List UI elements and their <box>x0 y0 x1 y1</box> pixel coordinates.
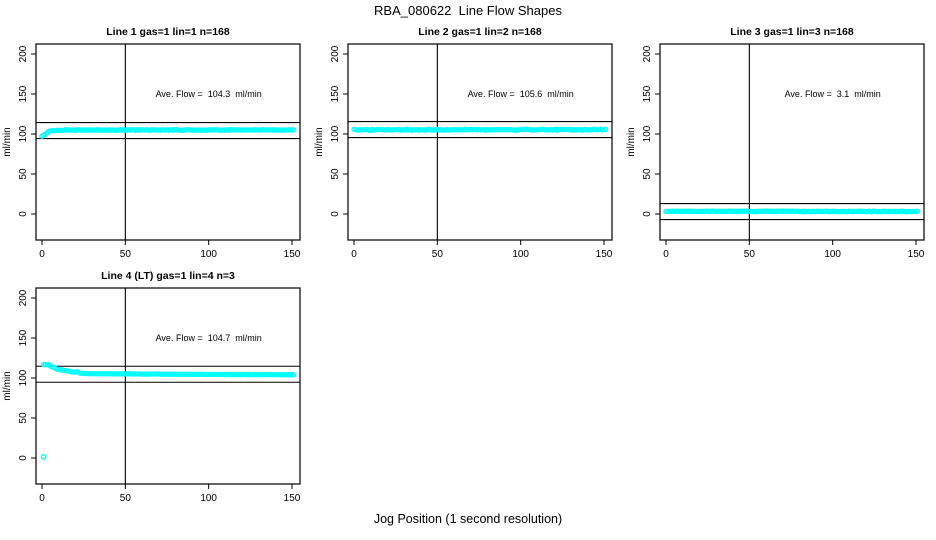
outlier-point <box>40 453 47 460</box>
x-tick-label: 150 <box>284 493 301 504</box>
panel-line-2: Line 2 gas=1 lin=2 n=168 0 50 100 150 0 50 100 1… <box>314 26 613 260</box>
x-tick-label: 0 <box>39 493 45 504</box>
y-tick-label: 150 <box>642 85 653 102</box>
y-tick-label: 100 <box>642 125 653 142</box>
panel-line-1: Line 1 gas=1 lin=1 n=168 0 50 100 150 0 50 100 1… <box>2 26 301 260</box>
data-points <box>40 361 297 460</box>
y-tick-label: 50 <box>642 168 653 180</box>
plot-box <box>659 43 925 241</box>
x-tick-label: 0 <box>39 249 45 260</box>
ave-flow-annotation: Ave. Flow = 105.6 ml/min <box>468 89 574 99</box>
y-axis-label: ml/min <box>626 127 637 156</box>
data-point <box>603 126 609 133</box>
panel-title: Line 2 gas=1 lin=2 n=168 <box>418 26 542 38</box>
y-tick-label: 50 <box>330 168 341 180</box>
y-tick-label: 0 <box>18 455 29 461</box>
y-axis-label: ml/min <box>2 371 13 400</box>
x-tick-label: 0 <box>351 249 357 260</box>
plot-box <box>347 43 613 241</box>
ave-flow-annotation: Ave. Flow = 104.7 ml/min <box>156 333 262 343</box>
y-tick-label: 0 <box>18 211 29 217</box>
plot-box <box>35 43 301 241</box>
panel-line-4: Line 4 (LT) gas=1 lin=4 n=3 0 50 100 150 0 50 1… <box>2 270 301 504</box>
x-tick-label: 50 <box>432 249 444 260</box>
y-tick-label: 150 <box>330 85 341 102</box>
y-tick-label: 150 <box>18 329 29 346</box>
figure-title: RBA_080622 Line Flow Shapes <box>374 3 562 18</box>
x-tick-label: 100 <box>200 249 217 260</box>
y-tick-label: 200 <box>330 45 341 62</box>
y-tick-label: 100 <box>18 369 29 386</box>
y-tick-label: 200 <box>18 45 29 62</box>
data-points <box>39 126 297 139</box>
y-tick-label: 100 <box>18 125 29 142</box>
x-tick-label: 100 <box>512 249 529 260</box>
panel-title: Line 3 gas=1 lin=3 n=168 <box>730 26 854 38</box>
x-tick-label: 100 <box>200 493 217 504</box>
data-point <box>915 208 921 214</box>
ave-flow-annotation: Ave. Flow = 3.1 ml/min <box>785 89 881 99</box>
panel-line-3: Line 3 gas=1 lin=3 n=168 0 50 100 150 0 50 100 1… <box>626 26 925 260</box>
y-tick-label: 150 <box>18 85 29 102</box>
y-axis-label: ml/min <box>2 127 13 156</box>
x-tick-label: 50 <box>120 493 132 504</box>
data-points <box>351 126 609 133</box>
x-tick-label: 150 <box>284 249 301 260</box>
data-point <box>291 127 297 133</box>
x-tick-label: 100 <box>824 249 841 260</box>
y-tick-label: 200 <box>642 45 653 62</box>
data-points <box>663 208 921 215</box>
data-point <box>291 372 297 378</box>
y-axis-label: ml/min <box>314 127 325 156</box>
x-tick-label: 50 <box>120 249 132 260</box>
x-axis-label: Jog Position (1 second resolution) <box>373 512 563 526</box>
panel-title: Line 4 (LT) gas=1 lin=4 n=3 <box>101 270 235 282</box>
y-tick-label: 200 <box>18 289 29 306</box>
plot-box <box>35 287 301 485</box>
y-tick-label: 0 <box>642 211 653 217</box>
x-tick-label: 50 <box>744 249 756 260</box>
x-tick-label: 0 <box>663 249 669 260</box>
ave-flow-annotation: Ave. Flow = 104.3 ml/min <box>156 89 262 99</box>
x-tick-label: 150 <box>908 249 925 260</box>
y-tick-label: 0 <box>330 211 341 217</box>
x-tick-label: 150 <box>596 249 613 260</box>
y-tick-label: 100 <box>330 125 341 142</box>
panel-title: Line 1 gas=1 lin=1 n=168 <box>106 26 230 38</box>
y-tick-label: 50 <box>18 412 29 424</box>
y-tick-label: 50 <box>18 168 29 180</box>
